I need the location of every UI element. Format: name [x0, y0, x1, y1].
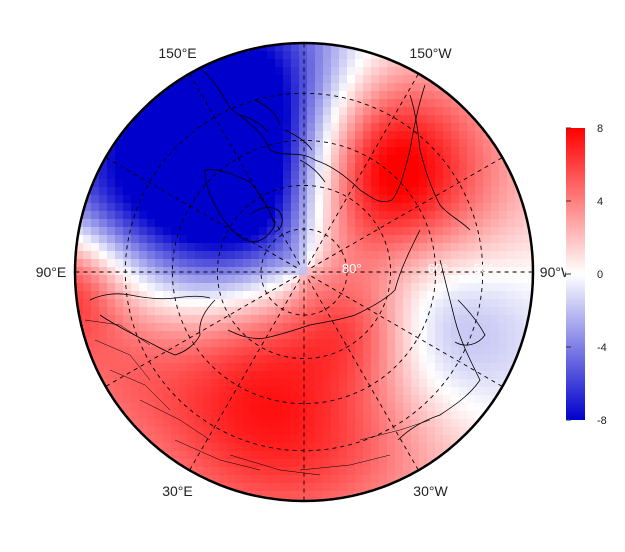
longitude-label-lon-150e: 150°E [158, 45, 196, 61]
coastline-sea-of-okhotsk [454, 299, 486, 346]
colorbar-tick-label: 4 [597, 196, 603, 208]
longitude-label-lon-150w: 150°W [409, 45, 452, 61]
coastline-siberia [227, 229, 421, 339]
colorbar: 8 4 0 -4 -8 [566, 123, 607, 427]
colorbar-tick-label: 0 [597, 269, 603, 281]
coastline-greenland [204, 169, 276, 242]
map-border [73, 41, 535, 503]
coastline-canadian-archipelago [239, 99, 326, 183]
longitude-label-lon-30w: 30°W [413, 483, 448, 499]
longitude-label-lon-90e: 90°E [36, 264, 67, 280]
latitude-circle [216, 184, 392, 360]
colorbar-tick-label: -4 [597, 342, 607, 354]
coastline-hudson-bay [249, 207, 283, 233]
coastline-north-america [199, 67, 426, 203]
coastline-east-asia [397, 259, 481, 441]
longitude-label-lon-30e: 30°E [162, 483, 193, 499]
graticule [75, 43, 533, 501]
latitude-label-lat-50: 50° [474, 261, 494, 276]
latitude-labels: 80° 60° 50° [342, 261, 493, 276]
latitude-label-lat-60: 60° [428, 261, 448, 276]
coastline-scandinavia [99, 299, 216, 356]
colorbar-tick-label: 8 [597, 123, 603, 135]
latitude-label-lat-80: 80° [342, 261, 362, 276]
coastline-alaska [409, 94, 471, 231]
coastlines [84, 67, 486, 476]
coastline-europe [89, 293, 211, 301]
colorbar-tick-label: -8 [597, 415, 607, 427]
country-borders [84, 319, 431, 476]
